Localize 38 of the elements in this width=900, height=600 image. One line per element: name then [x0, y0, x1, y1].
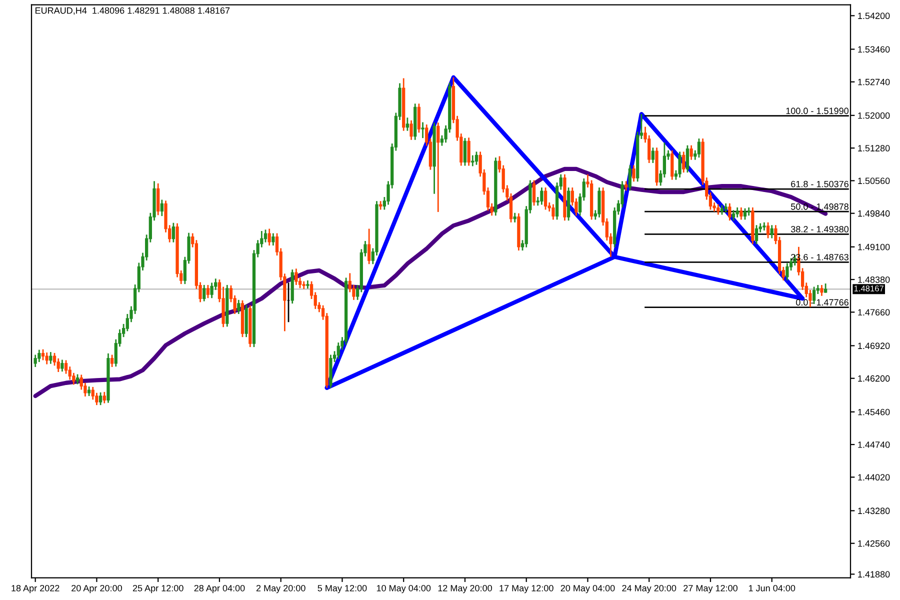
y-tick-label: 1.44020 [858, 474, 890, 481]
series-label: 0.0 - 1.47766 [796, 299, 848, 306]
x-tick-label: 28 Apr 04:00 [194, 584, 245, 594]
y-tick-label: 1.53460 [858, 46, 890, 53]
ref-line-label: 1.48167 [854, 286, 884, 292]
x-tick-label: 24 May 20:00 [622, 584, 676, 594]
y-tick-label: 1.46920 [858, 342, 890, 350]
x-tick-label: 10 May 04:00 [376, 584, 431, 594]
y-tick-label: 1.50560 [858, 178, 890, 184]
y-tick-label: 1.46200 [858, 375, 890, 382]
x-tick-label: 17 May 12:00 [500, 584, 554, 594]
series-label: 38.2 - 1.49380 [790, 226, 849, 232]
series-label: 50.0 - 1.49878 [791, 203, 848, 210]
y-tick-label: 1.49840 [858, 210, 890, 217]
x-tick-label: 12 May 20:00 [438, 584, 492, 594]
x-tick-label: 18 Apr 2022 [12, 584, 60, 594]
y-tick-label: 1.45460 [858, 408, 890, 416]
y-tick-label: 1.43280 [858, 508, 890, 514]
series-label: 100.0 - 1.51990 [786, 108, 849, 114]
x-tick-label: 20 May 04:00 [560, 584, 615, 594]
legend-label: 61.8 - 1.50376 [791, 180, 848, 188]
y-tick-label: 1.48380 [858, 276, 890, 283]
y-tick-label: 1.52000 [858, 112, 890, 119]
y-tick-label: 1.54200 [858, 12, 890, 20]
y-tick-label: 1.47660 [858, 309, 890, 316]
y-tick-label: 1.52740 [858, 78, 890, 86]
y-tick-label: 1.51280 [858, 145, 890, 152]
x-tick-label: 2 May 20:00 [256, 584, 306, 594]
x-tick-label: 20 Apr 20:00 [72, 584, 122, 594]
x-tick-label: 5 May 12:00 [318, 584, 367, 594]
y-tick-label: 1.41880 [858, 571, 890, 578]
y-tick-label: 1.42560 [858, 540, 890, 547]
y-tick-label: 1.44740 [858, 441, 890, 448]
x-tick-label: 25 Apr 12:00 [132, 584, 184, 594]
x-tick-label: 27 May 12:00 [684, 584, 738, 594]
chart-title: EURAUD,H4 1.48096 1.48291 1.48088 1.48167 [36, 7, 230, 15]
x-tick-label: 1 Jun 04:00 [748, 584, 796, 592]
y-tick-label: 1.49100 [858, 244, 890, 250]
